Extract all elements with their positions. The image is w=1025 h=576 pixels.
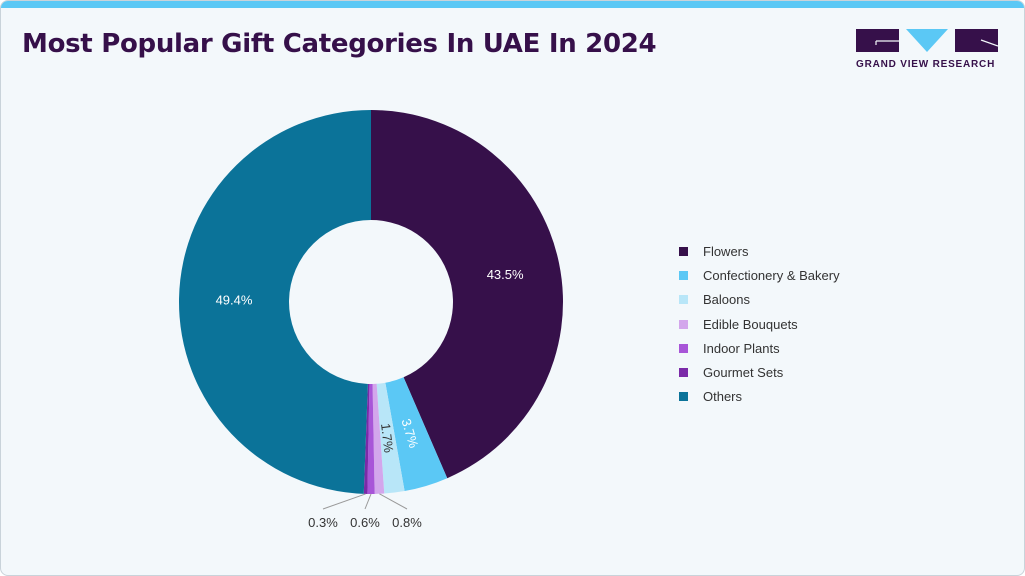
legend-item: Edible Bouquets xyxy=(679,312,840,336)
legend-swatch xyxy=(679,368,688,378)
legend-swatch xyxy=(679,343,688,353)
legend-item: Confectionery & Bakery xyxy=(679,263,840,287)
legend-label: Indoor Plants xyxy=(703,340,780,356)
data-label: 0.6% xyxy=(350,515,380,530)
legend-swatch xyxy=(679,392,688,402)
logo-mark-icon xyxy=(856,29,999,52)
chart-title: Most Popular Gift Categories In UAE In 2… xyxy=(22,29,657,59)
legend-label: Flowers xyxy=(703,243,749,259)
legend-label: Confectionery & Bakery xyxy=(703,267,840,283)
legend-label: Edible Bouquets xyxy=(703,316,798,332)
data-label: 1.7% xyxy=(378,422,397,454)
legend-swatch xyxy=(679,270,688,280)
slice-confectionery-bakery xyxy=(385,377,448,492)
data-label: 0.3% xyxy=(308,515,338,530)
legend-swatch xyxy=(679,295,688,305)
data-label: 49.4% xyxy=(216,292,253,307)
slice-flowers xyxy=(371,110,563,479)
legend-swatch xyxy=(679,319,688,329)
data-label: 43.5% xyxy=(487,267,524,282)
legend: Flowers Confectionery & Bakery Baloons Edib… xyxy=(679,239,840,409)
logo-text: GRAND VIEW RESEARCH xyxy=(856,59,996,70)
data-label: 0.8% xyxy=(392,515,422,530)
slice-gourmet-sets xyxy=(363,383,370,494)
legend-swatch xyxy=(679,246,688,256)
legend-item: Flowers xyxy=(679,239,840,263)
legend-label: Gourmet Sets xyxy=(703,365,784,381)
legend-label: Others xyxy=(703,389,743,405)
legend-item: Others xyxy=(679,385,840,409)
legend-label: Baloons xyxy=(703,292,750,308)
leader-line xyxy=(322,493,366,510)
slice-indoor-plants xyxy=(367,383,375,494)
slice-others xyxy=(178,110,371,494)
legend-item: Gourmet Sets xyxy=(679,360,840,384)
slice-baloons xyxy=(376,382,405,494)
leader-line xyxy=(364,493,372,510)
leader-line xyxy=(379,493,408,510)
legend-item: Indoor Plants xyxy=(679,336,840,360)
slice-edible-bouquets xyxy=(372,383,385,494)
grand-view-research-logo: GRAND VIEW RESEARCH xyxy=(856,29,999,73)
legend-item: Baloons xyxy=(679,288,840,312)
accent-bar xyxy=(1,1,1024,8)
